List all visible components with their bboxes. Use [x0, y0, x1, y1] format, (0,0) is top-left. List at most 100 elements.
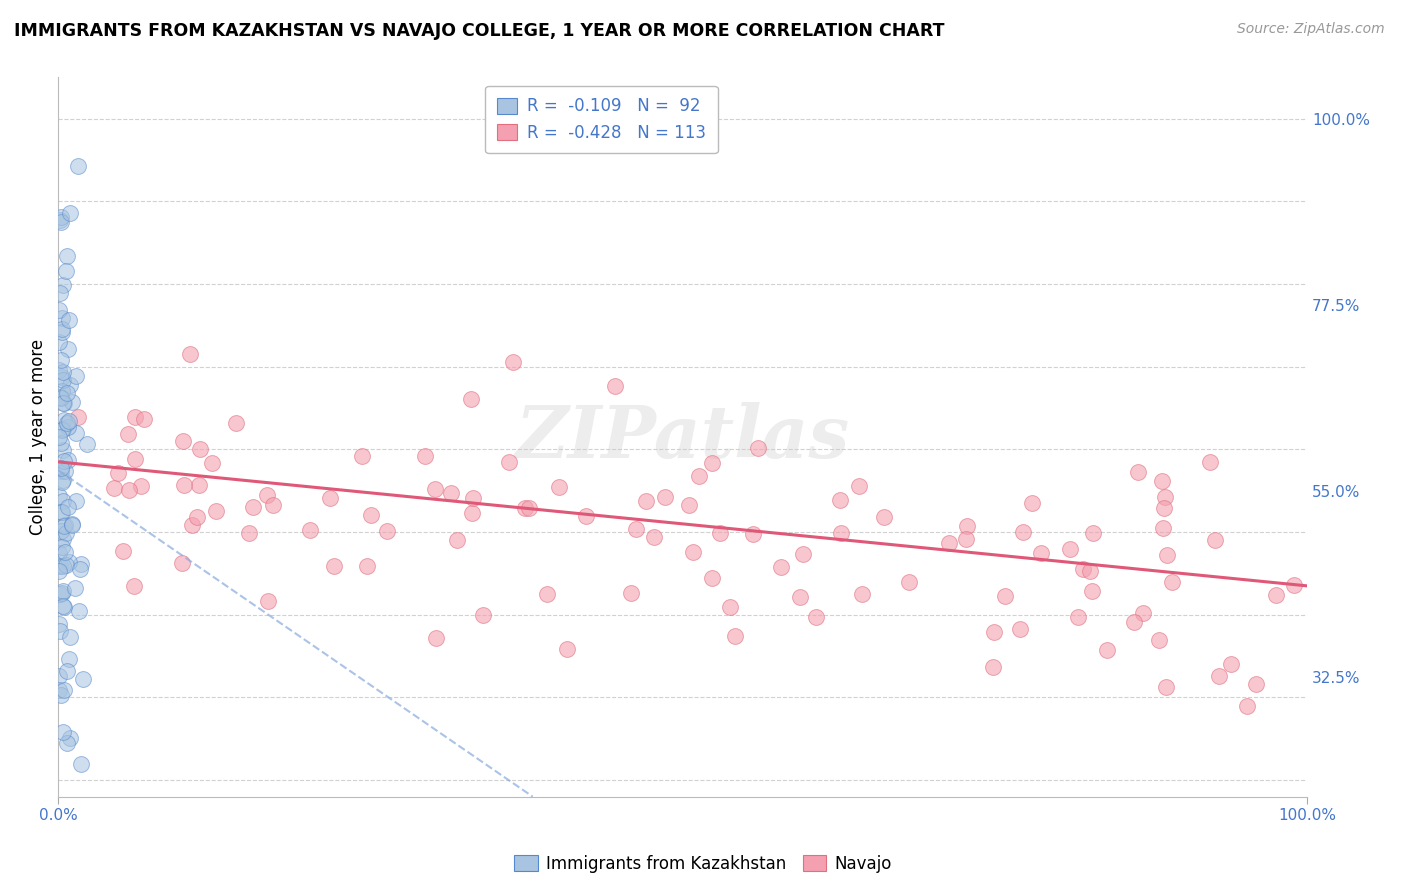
Point: [172, 556, 194, 570]
Point: [52, 724, 75, 739]
Point: [55, 526, 77, 541]
Point: [52, 365, 75, 379]
Point: [58, 420, 80, 434]
Point: [51, 325, 73, 339]
Point: [682, 545, 704, 559]
Point: [53, 413, 76, 427]
Point: [257, 594, 280, 608]
Point: [58, 313, 80, 327]
Point: [52, 600, 75, 615]
Point: [575, 509, 598, 524]
Point: [56, 343, 79, 357]
Point: [51, 322, 73, 336]
Point: [1220, 657, 1243, 672]
Point: [52, 442, 75, 457]
Point: [49, 212, 72, 227]
Point: [792, 547, 814, 561]
Point: [620, 586, 643, 600]
Point: [1282, 578, 1305, 592]
Point: [49, 624, 72, 638]
Point: [53, 464, 76, 478]
Point: [190, 442, 212, 456]
Point: [983, 625, 1005, 640]
Point: [440, 485, 463, 500]
Point: [52, 422, 75, 436]
Point: [55, 558, 77, 573]
Point: [851, 587, 873, 601]
Point: [848, 479, 870, 493]
Point: [1031, 546, 1053, 560]
Point: [59, 378, 82, 392]
Point: [107, 467, 129, 481]
Point: [51, 540, 73, 554]
Legend: Immigrants from Kazakhstan, Navajo: Immigrants from Kazakhstan, Navajo: [508, 848, 898, 880]
Point: [112, 544, 135, 558]
Point: [702, 456, 724, 470]
Point: [66, 410, 89, 425]
Point: [1078, 564, 1101, 578]
Point: [1208, 668, 1230, 682]
Point: [502, 355, 524, 369]
Point: [643, 530, 665, 544]
Point: [1236, 698, 1258, 713]
Point: [48, 430, 70, 444]
Point: [51, 310, 73, 325]
Point: [1265, 588, 1288, 602]
Point: [1071, 562, 1094, 576]
Point: [51, 586, 73, 600]
Point: [59, 630, 82, 644]
Point: [117, 426, 139, 441]
Point: [1153, 500, 1175, 515]
Point: [51, 370, 73, 384]
Point: [55, 249, 77, 263]
Point: [1067, 610, 1090, 624]
Point: [56, 736, 79, 750]
Point: [1059, 542, 1081, 557]
Point: [76, 436, 98, 450]
Point: [173, 478, 195, 492]
Point: [49, 460, 72, 475]
Text: IMMIGRANTS FROM KAZAKHSTAN VS NAVAJO COLLEGE, 1 YEAR OR MORE CORRELATION CHART: IMMIGRANTS FROM KAZAKHSTAN VS NAVAJO COL…: [14, 22, 945, 40]
Point: [48, 616, 70, 631]
Point: [238, 526, 260, 541]
Point: [1123, 615, 1146, 629]
Point: [132, 412, 155, 426]
Point: [58, 555, 80, 569]
Point: [69, 562, 91, 576]
Point: [60, 517, 83, 532]
Point: [1083, 525, 1105, 540]
Point: [830, 526, 852, 541]
Point: [49, 391, 72, 405]
Point: [52, 558, 75, 573]
Point: [124, 409, 146, 424]
Point: [425, 483, 447, 497]
Point: [55, 263, 77, 277]
Point: [375, 524, 398, 538]
Point: [65, 426, 87, 441]
Legend: R =  -0.109   N =  92, R =  -0.428   N = 113: R = -0.109 N = 92, R = -0.428 N = 113: [485, 86, 717, 153]
Point: [1156, 680, 1178, 694]
Point: [413, 449, 436, 463]
Point: [118, 483, 141, 498]
Point: [256, 488, 278, 502]
Point: [536, 587, 558, 601]
Point: [58, 731, 80, 746]
Point: [1132, 606, 1154, 620]
Point: [955, 532, 977, 546]
Point: [53, 544, 76, 558]
Point: [186, 509, 208, 524]
Point: [172, 434, 194, 448]
Point: [56, 452, 79, 467]
Point: [129, 479, 152, 493]
Point: [52, 532, 75, 546]
Point: [498, 455, 520, 469]
Point: [51, 384, 73, 399]
Point: [55, 417, 77, 431]
Point: [51, 215, 73, 229]
Point: [1011, 524, 1033, 539]
Text: ZIPatlas: ZIPatlas: [516, 401, 849, 473]
Point: [49, 558, 72, 573]
Point: [52, 682, 75, 697]
Point: [48, 363, 70, 377]
Point: [1199, 455, 1222, 469]
